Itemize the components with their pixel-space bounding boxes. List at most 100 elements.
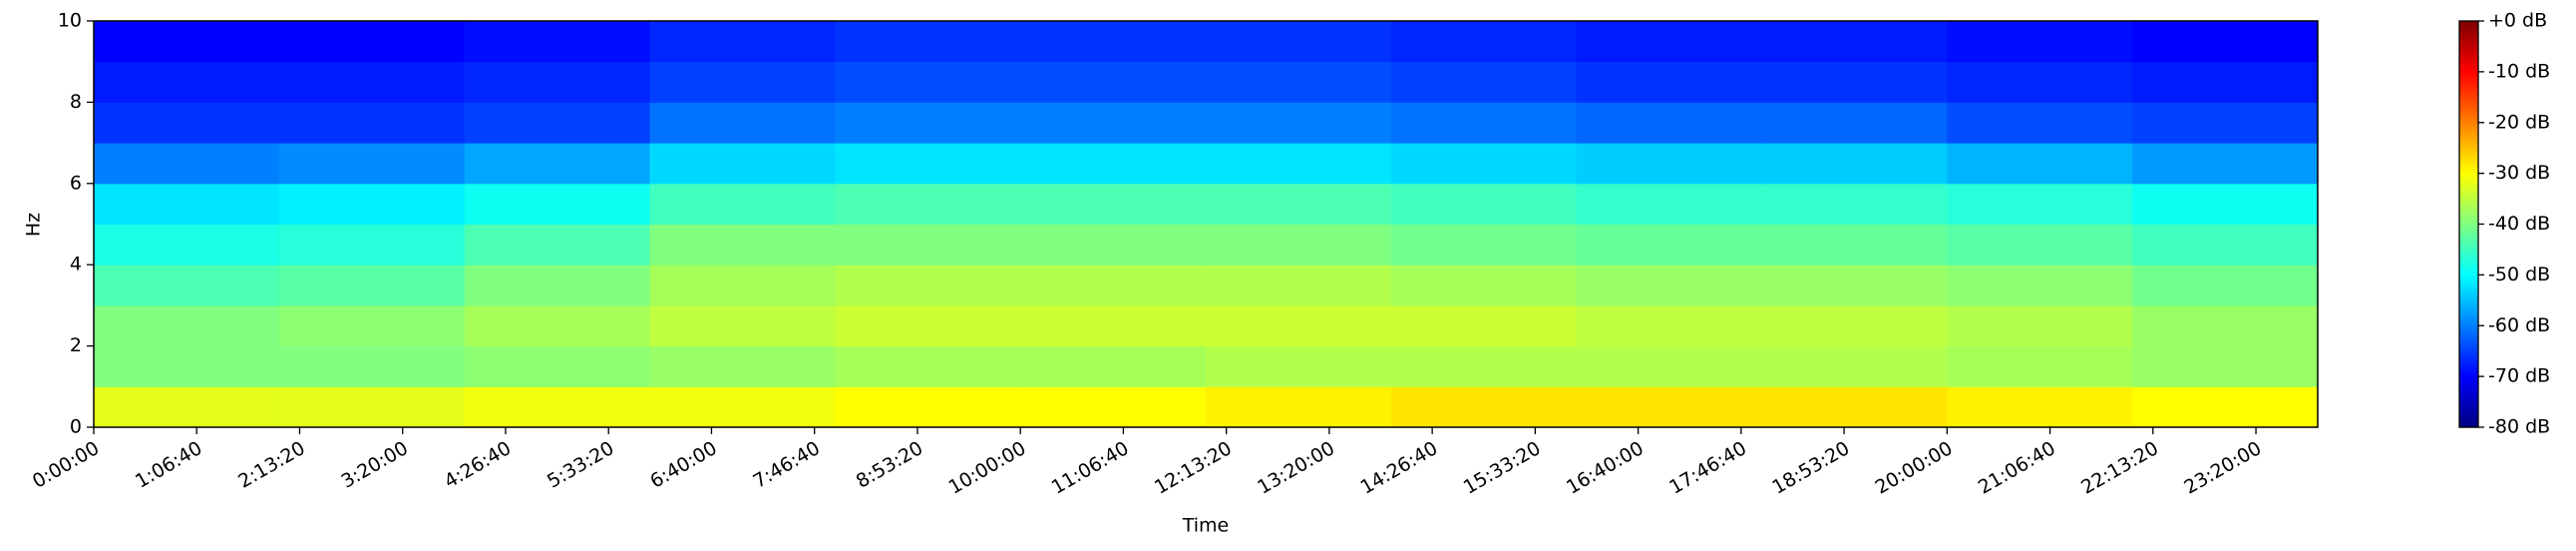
y-tick-label: 0	[70, 416, 82, 438]
spectrogram-cell	[1390, 345, 1578, 387]
colorbar-step	[2459, 286, 2478, 290]
colorbar-step	[2459, 67, 2478, 71]
y-tick-label: 4	[70, 254, 82, 276]
spectrogram-cell	[1576, 61, 1762, 103]
colorbar-step	[2459, 157, 2478, 160]
colorbar-step	[2459, 39, 2478, 42]
spectrogram-cell	[1761, 224, 1948, 266]
colorbar-step	[2459, 204, 2478, 207]
spectrogram-cell	[278, 345, 466, 387]
spectrogram-cell	[1761, 21, 1948, 63]
spectrogram-cell	[1761, 143, 1948, 185]
colorbar-step	[2459, 311, 2478, 314]
spectrogram-cell	[1576, 386, 1762, 428]
spectrogram-cell	[835, 183, 1021, 225]
colorbar-step	[2459, 145, 2478, 148]
colorbar-step	[2459, 282, 2478, 286]
spectrogram-cell	[835, 265, 1021, 306]
x-tick-label: 17:46:40	[1665, 437, 1750, 499]
spectrogram-cell	[1947, 21, 2133, 63]
x-tick-label: 6:40:00	[646, 437, 720, 493]
spectrogram-cell	[2132, 102, 2319, 144]
colorbar-step	[2459, 161, 2478, 165]
spectrogram-cell	[1947, 102, 2133, 144]
spectrogram-cell	[835, 345, 1021, 387]
spectrogram-cell	[649, 61, 836, 103]
colorbar-step	[2459, 273, 2478, 276]
colorbar-step	[2459, 361, 2478, 365]
colorbar-step	[2459, 416, 2478, 420]
spectrogram-cell	[1206, 224, 1392, 266]
colorbar-step	[2459, 53, 2478, 57]
spectrogram-cell	[94, 143, 280, 185]
colorbar-step	[2459, 238, 2478, 242]
colorbar-step	[2459, 378, 2478, 381]
colorbar-step	[2459, 92, 2478, 95]
colorbar-tick-label: +0 dB	[2488, 10, 2547, 32]
colorbar-step	[2459, 363, 2478, 367]
x-tick-label: 23:20:00	[2180, 437, 2265, 499]
colorbar-step	[2459, 390, 2478, 394]
colorbar-step	[2459, 31, 2478, 34]
x-tick-label: 2:13:20	[234, 437, 308, 493]
colorbar-step	[2459, 45, 2478, 49]
colorbar-step	[2459, 27, 2478, 30]
colorbar-step	[2459, 422, 2478, 426]
colorbar-step	[2459, 234, 2478, 238]
colorbar-step	[2459, 288, 2478, 292]
colorbar-step	[2459, 130, 2478, 134]
colorbar-step	[2459, 132, 2478, 136]
spectrogram-cell	[1020, 143, 1207, 185]
colorbar-step	[2459, 365, 2478, 369]
colorbar-step	[2459, 218, 2478, 222]
spectrogram-cell	[464, 21, 650, 63]
spectrogram-cell	[2132, 224, 2319, 266]
colorbar-step	[2459, 349, 2478, 353]
colorbar-step	[2459, 159, 2478, 163]
colorbar-step	[2459, 400, 2478, 404]
colorbar-step	[2459, 386, 2478, 389]
x-tick-label: 1:06:40	[132, 437, 205, 493]
colorbar-step	[2459, 222, 2478, 226]
x-tick-label: 0:00:00	[29, 437, 103, 493]
spectrogram-cell	[94, 61, 280, 103]
spectrogram-cell	[2132, 304, 2319, 347]
colorbar-step	[2459, 304, 2478, 308]
colorbar-step	[2459, 357, 2478, 361]
colorbar-step	[2459, 319, 2478, 322]
spectrogram-cell	[464, 102, 650, 144]
colorbar-step	[2459, 104, 2478, 108]
spectrogram-cell	[835, 304, 1021, 347]
colorbar-step	[2459, 55, 2478, 59]
colorbar-step	[2459, 147, 2478, 150]
colorbar-step	[2459, 153, 2478, 156]
colorbar-step	[2459, 294, 2478, 298]
colorbar-step	[2459, 169, 2478, 173]
colorbar-step	[2459, 23, 2478, 26]
colorbar-step	[2459, 167, 2478, 171]
spectrogram-cell	[649, 21, 836, 63]
colorbar-step	[2459, 292, 2478, 296]
colorbar-step	[2459, 246, 2478, 250]
x-tick-label: 3:20:00	[338, 437, 412, 493]
colorbar-step	[2459, 412, 2478, 416]
x-tick-label: 14:26:40	[1356, 437, 1441, 499]
spectrogram-cell	[94, 224, 280, 266]
colorbar-step	[2459, 308, 2478, 312]
x-tick-label: 15:33:20	[1460, 437, 1545, 499]
colorbar-step	[2459, 259, 2478, 262]
spectrogram-cell	[649, 304, 836, 347]
colorbar-step	[2459, 224, 2478, 228]
spectrogram-cell	[94, 386, 280, 428]
colorbar-step	[2459, 171, 2478, 175]
spectrogram-cell	[649, 345, 836, 387]
colorbar-step	[2459, 200, 2478, 203]
spectrogram-cell	[1206, 183, 1392, 225]
colorbar-step	[2459, 216, 2478, 219]
colorbar-step	[2459, 265, 2478, 268]
spectrogram-cell	[1206, 143, 1392, 185]
colorbar-step	[2459, 212, 2478, 215]
colorbar-step	[2459, 98, 2478, 101]
colorbar-step	[2459, 278, 2478, 282]
spectrogram-cell	[2132, 183, 2319, 225]
